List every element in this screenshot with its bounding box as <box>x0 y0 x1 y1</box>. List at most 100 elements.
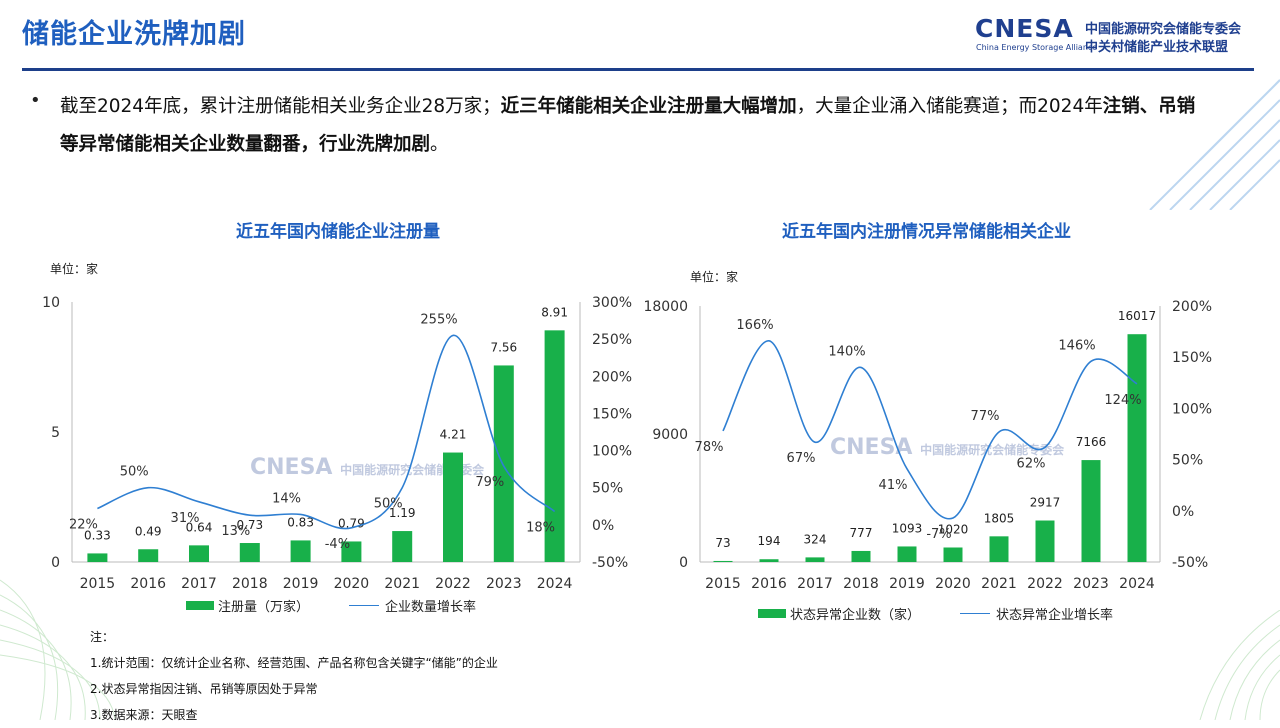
title-divider <box>22 68 1254 71</box>
chart2-bar-label: 16017 <box>1118 309 1156 323</box>
chart1-y-right-tick: 0% <box>592 518 614 534</box>
chart1-legend-line-swatch <box>349 605 380 606</box>
summary-emphasis-1: 近三年储能相关企业注册量大幅增加 <box>500 96 797 117</box>
chart2-bar-label: 1020 <box>938 522 969 536</box>
chart2-watermark: CNESA 中国能源研究会储能专委会 <box>830 435 1064 460</box>
chart1-line-label: 13% <box>221 524 250 539</box>
chart1-bar <box>189 545 209 562</box>
chart1-bar-label: 8.91 <box>541 305 568 319</box>
chart1-y-left-tick: 0 <box>51 555 60 571</box>
chart2-legend: 状态异常企业数（家） 状态异常企业增长率 <box>758 604 1113 623</box>
chart2-bar <box>897 546 917 562</box>
chart2-bar-label: 324 <box>804 532 827 546</box>
note-1: 1.统计范围：仅统计企业名称、经营范围、产品名称包含关键字“储能”的企业 <box>90 656 498 670</box>
chart1-legend-bar-swatch <box>186 601 214 610</box>
chart1-line-label: 79% <box>475 475 504 490</box>
chart2-bar-label: 1093 <box>892 521 923 535</box>
summary-text-1: 截至2024年底，累计注册储能相关业务企业28万家； <box>60 96 501 117</box>
chart2-bar-label: 2917 <box>1030 496 1061 510</box>
chart2-legend-line-swatch <box>960 613 991 614</box>
chart1-unit-label: 单位：家 <box>50 262 99 276</box>
chart2-bar <box>759 559 779 562</box>
chart1-bar-label: 7.56 <box>490 340 517 354</box>
page-title: 储能企业洗牌加剧 <box>22 19 246 50</box>
chart1-x-tick: 2018 <box>232 576 268 592</box>
chart2-x-tick: 2017 <box>797 576 833 592</box>
chart2-line-label: 77% <box>971 409 1000 424</box>
chart2-line-label: 62% <box>1017 456 1046 471</box>
chart2-y-left-tick: 0 <box>679 555 688 571</box>
chart1-y-right-tick: 200% <box>592 369 632 385</box>
chart2-x-tick: 2023 <box>1073 576 1109 592</box>
chart2-x-tick: 2018 <box>843 576 879 592</box>
chart2-bar <box>851 550 871 562</box>
chart2-x-tick: 2021 <box>981 576 1017 592</box>
chart2-y-right-tick: 100% <box>1172 401 1212 417</box>
cnesa-logo: CNESA China Energy Storage Alliance 中国能源… <box>975 14 1265 55</box>
chart2-bar-label: 194 <box>758 534 781 548</box>
chart1-bar <box>544 330 565 562</box>
chart2-bar <box>1127 334 1147 562</box>
chart1-x-tick: 2022 <box>435 576 471 592</box>
chart1-y-right-tick: 150% <box>592 406 632 422</box>
bullet-marker: • <box>30 90 41 111</box>
chart2-bar <box>1081 460 1101 562</box>
chart2-title: 近五年国内注册情况异常储能相关企业 <box>782 222 1071 242</box>
chart1-y-left-tick: 5 <box>51 425 60 441</box>
chart1-line-label: 50% <box>374 497 403 512</box>
chart1-x-tick: 2019 <box>283 576 319 592</box>
chart1-y-right-tick: 300% <box>592 295 632 311</box>
chart1-y-left-tick: 10 <box>42 295 60 311</box>
logo-subtitle: China Energy Storage Alliance <box>976 43 1098 52</box>
chart1-y-right-tick: -50% <box>592 555 628 571</box>
chart2-bar-label: 73 <box>715 536 730 550</box>
chart2-line-label: 146% <box>1058 338 1095 353</box>
chart1-watermark-word: CNESA <box>250 455 333 480</box>
chart1-bar <box>138 549 159 562</box>
chart1-bar <box>493 365 514 562</box>
chart1-y-right-tick: 250% <box>592 332 632 348</box>
chart1-bar-label: 0.64 <box>186 520 213 534</box>
chart2-bar-label: 7166 <box>1076 435 1107 449</box>
chart1-x-tick: 2015 <box>80 576 116 592</box>
chart2-watermark-org: 中国能源研究会储能专委会 <box>920 443 1065 457</box>
summary-text-3: 。 <box>430 134 449 155</box>
chart1-bar-label: 0.79 <box>338 516 365 530</box>
notes-heading: 注： <box>90 630 115 644</box>
chart2-legend-line-label: 状态异常企业增长率 <box>996 608 1114 623</box>
chart1-bar <box>290 540 311 562</box>
chart1-bar-label: 4.21 <box>440 428 467 442</box>
chart2-x-tick: 2015 <box>705 576 741 592</box>
chart1-line-label: 18% <box>526 520 555 535</box>
chart2-unit-label: 单位：家 <box>690 270 739 284</box>
chart1-bar <box>443 452 463 562</box>
chart1-line-label: 255% <box>420 312 457 327</box>
chart2-y-right-tick: 150% <box>1172 350 1212 366</box>
chart2-bar <box>713 560 733 562</box>
chart2-watermark-word: CNESA <box>830 435 913 460</box>
chart2-x-tick: 2016 <box>751 576 787 592</box>
chart2-legend-bar-label: 状态异常企业数（家） <box>790 608 921 623</box>
chart2-bar-label: 777 <box>850 526 873 540</box>
chart1-legend-line-label: 企业数量增长率 <box>385 600 477 615</box>
chart1-growth-line <box>97 334 556 530</box>
chart2-line-label: 166% <box>736 318 773 333</box>
chart2-y-left-tick: 9000 <box>652 427 688 443</box>
chart1-x-tick: 2020 <box>334 576 370 592</box>
chart2-legend-bar-swatch <box>758 609 786 618</box>
chart1-line-label: 14% <box>272 491 301 506</box>
chart2-line-label: 67% <box>787 451 816 466</box>
chart2-line-label: -7% <box>926 527 951 542</box>
note-2: 2.状态异常指因注销、吊销等原因处于异常 <box>90 682 318 696</box>
chart2-line-label: 124% <box>1104 393 1141 408</box>
chart1-x-tick: 2023 <box>486 576 522 592</box>
chart1-bar <box>341 541 362 562</box>
chart1-bar <box>392 531 413 562</box>
chart2-bar <box>989 536 1009 562</box>
chart1-x-tick: 2024 <box>537 576 573 592</box>
summary-emphasis-2: 注销、吊销等异常储能相关企业数量翻番，行业洗牌加剧 <box>60 96 1196 155</box>
summary-text-2: ，大量企业涌入储能赛道；而2024年 <box>796 96 1103 117</box>
chart1-x-tick: 2021 <box>384 576 420 592</box>
chart1-bar-label: 0.73 <box>236 518 263 532</box>
